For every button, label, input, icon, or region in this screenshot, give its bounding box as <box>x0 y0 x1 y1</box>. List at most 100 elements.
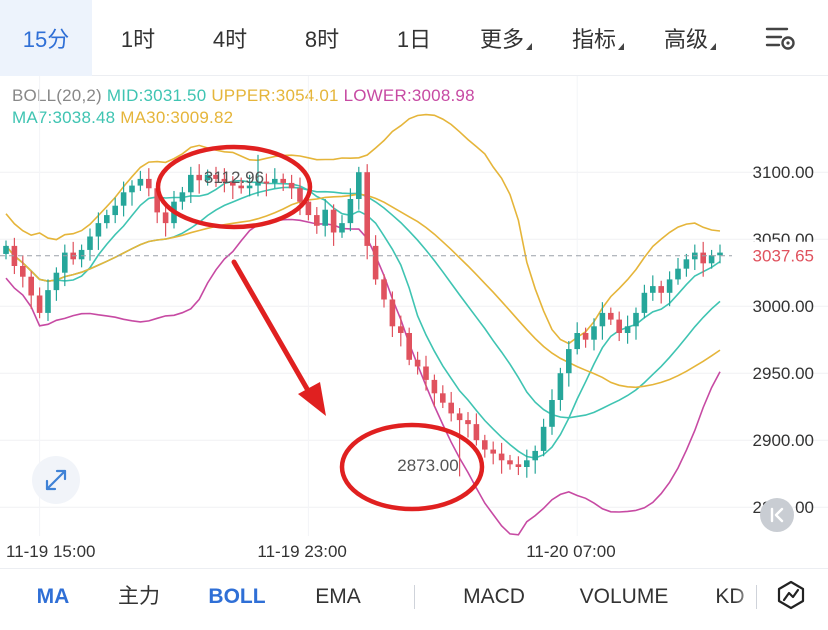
tab-more[interactable]: 更多 <box>460 0 552 76</box>
dropdown-triangle-icon <box>526 43 532 50</box>
candle-body <box>490 449 496 454</box>
candle-body <box>448 402 454 414</box>
candle-body <box>196 174 202 181</box>
candle-body <box>162 212 169 224</box>
candle-body <box>356 172 362 199</box>
candle-body <box>238 185 244 189</box>
candle-body <box>288 182 295 189</box>
candle-body <box>213 174 219 179</box>
candle-body <box>53 272 60 291</box>
candle-body <box>246 185 253 189</box>
ma7-value: MA7:3038.48 <box>12 108 116 127</box>
indicator-tab-volume[interactable]: VOLUME <box>566 569 682 630</box>
candle-body <box>221 178 228 182</box>
candle-body <box>20 266 26 277</box>
candle-body <box>515 464 522 467</box>
y-tick-label: 2900.00 <box>753 431 814 450</box>
indicator-tab-boll[interactable]: BOLL <box>196 569 278 630</box>
candle-body <box>112 205 118 216</box>
candle-body <box>347 199 354 224</box>
candle-body <box>263 181 270 184</box>
candle-body <box>87 236 93 250</box>
candle-body <box>549 400 555 427</box>
tab-divider <box>756 585 757 609</box>
tab-1d[interactable]: 1日 <box>368 0 460 76</box>
ma7-line <box>5 179 721 459</box>
tab-8h[interactable]: 8时 <box>276 0 368 76</box>
tab-4h[interactable]: 4时 <box>184 0 276 76</box>
ma30-line <box>5 193 721 389</box>
candle-body <box>675 268 681 280</box>
candle-body <box>650 286 656 293</box>
candle-body <box>574 333 580 350</box>
indicator-tab-macd[interactable]: MACD <box>448 569 540 630</box>
candle-body <box>146 178 152 189</box>
expand-icon <box>45 469 67 491</box>
candle-body <box>104 215 110 224</box>
candle-body <box>3 245 9 254</box>
dropdown-triangle-icon <box>618 43 624 50</box>
tab-15m[interactable]: 15分 <box>0 0 92 76</box>
candle-body <box>78 249 85 260</box>
tab-label: 1时 <box>120 27 156 52</box>
tab-fade <box>735 569 757 629</box>
candle-body <box>129 185 135 193</box>
candle-body <box>389 299 396 327</box>
chart-settings-icon[interactable] <box>765 24 797 54</box>
trend-arrow-shaft <box>231 259 313 397</box>
y-tick-label: 2950.00 <box>753 364 814 383</box>
indicator-tab-label: MA <box>36 585 70 608</box>
candle-body <box>582 333 589 340</box>
indicator-tab-label: EMA <box>315 585 361 608</box>
tab-1h[interactable]: 1时 <box>92 0 184 76</box>
indicator-tab-ma[interactable]: MA <box>18 569 88 630</box>
tab-label: 高级 <box>663 27 708 52</box>
expand-chart-button[interactable] <box>32 456 80 504</box>
candle-body <box>658 286 664 293</box>
candle-body <box>280 178 286 183</box>
candle-body <box>314 215 320 226</box>
candle-body <box>28 276 34 296</box>
indicator-tab-ema[interactable]: EMA <box>302 569 374 630</box>
time-axis-label: 11-19 23:00 <box>257 542 347 561</box>
tab-label: 1日 <box>396 27 432 52</box>
candle-body <box>683 259 690 269</box>
tab-label: 指标 <box>571 27 616 52</box>
candle-body <box>372 245 379 280</box>
candle-body <box>507 460 513 465</box>
indicator-tab-label: BOLL <box>208 585 266 608</box>
candle-body <box>557 373 564 400</box>
candle-body <box>608 312 614 320</box>
indicator-tab-main-force[interactable]: 主力 <box>104 569 174 630</box>
candle-body <box>297 188 303 202</box>
candle-body <box>398 326 404 333</box>
candle-body <box>204 174 211 181</box>
candle-body <box>599 312 606 327</box>
candle-body <box>717 252 723 256</box>
time-axis-label: 11-20 07:00 <box>526 542 616 561</box>
candle-body <box>498 453 505 461</box>
low-price-label: 2873.00 <box>397 456 458 475</box>
candle-body <box>624 326 631 333</box>
candlestick-chart[interactable]: 3100.003050.003000.002950.002900.002850.… <box>0 76 828 536</box>
candle-body <box>322 209 328 226</box>
current-price-tag <box>734 241 828 270</box>
candle-body <box>431 379 438 394</box>
candle-body <box>45 290 51 313</box>
candle-body <box>532 450 538 461</box>
dropdown-triangle-icon <box>710 43 716 50</box>
candle-body <box>633 312 639 327</box>
tab-indicators[interactable]: 指标 <box>552 0 644 76</box>
scroll-to-latest-button[interactable] <box>760 498 794 532</box>
chart-type-icon[interactable] <box>776 580 806 610</box>
boll-legend-name: BOLL(20,2) <box>12 86 102 105</box>
candle-body <box>591 326 597 340</box>
tab-advanced[interactable]: 高级 <box>644 0 736 76</box>
candle-body <box>364 172 370 246</box>
boll-lower-value: LOWER:3008.98 <box>343 86 475 105</box>
candle-body <box>330 209 337 233</box>
candle-body <box>473 424 480 441</box>
tab-label: 8时 <box>304 27 340 52</box>
candle-body <box>339 223 345 233</box>
candle-body <box>36 295 43 313</box>
